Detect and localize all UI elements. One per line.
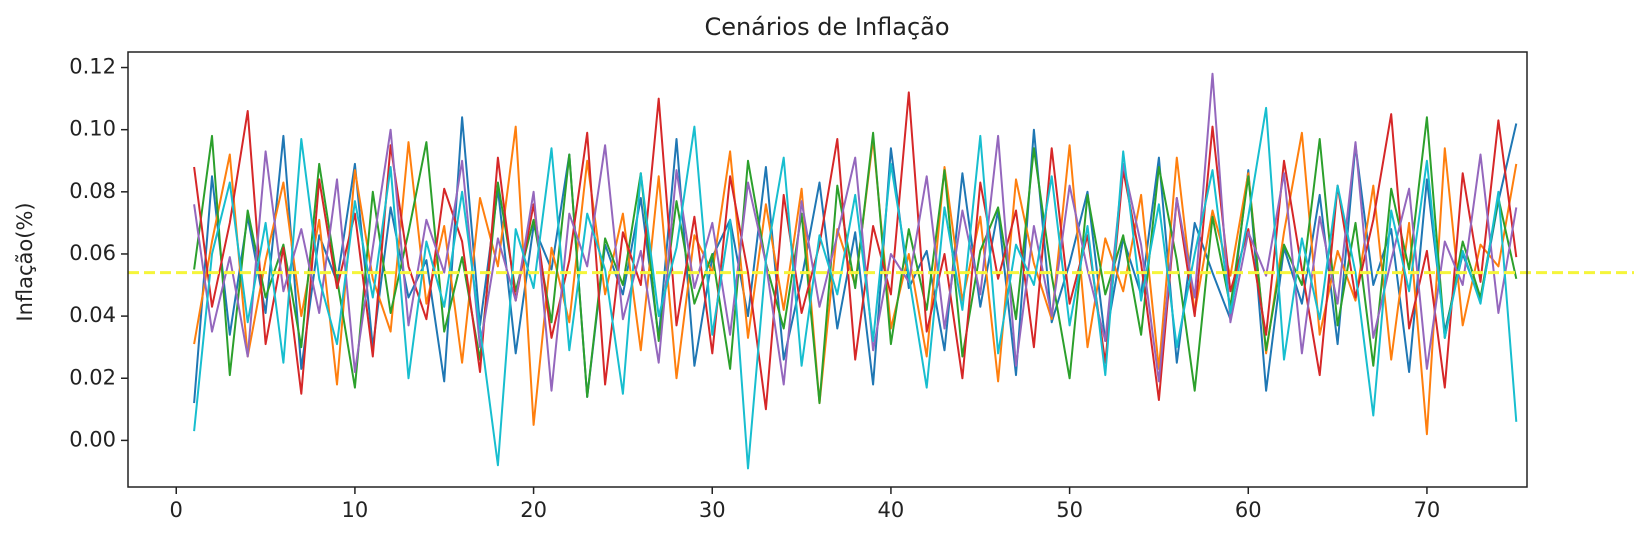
y-tick-label: 0.10	[69, 117, 116, 141]
series-line	[193, 116, 1518, 405]
x-tick-label: 50	[1056, 498, 1083, 522]
plot-frame	[127, 51, 1528, 488]
y-tick-label: 0.12	[69, 55, 116, 79]
series-line	[193, 106, 1518, 470]
y-tick-label: 0.04	[69, 303, 116, 327]
y-tick-label: 0.00	[69, 427, 116, 451]
y-tick-label: 0.02	[69, 365, 116, 389]
series-line	[193, 91, 1518, 411]
x-tick-label: 40	[878, 498, 905, 522]
x-tick-label: 0	[170, 498, 183, 522]
x-tick-label: 30	[699, 498, 726, 522]
y-tick-label: 0.08	[69, 179, 116, 203]
x-tick-label: 60	[1235, 498, 1262, 522]
chart-title: Cenários de Inflação	[704, 13, 949, 41]
series-line	[193, 72, 1518, 392]
x-tick-label: 20	[520, 498, 547, 522]
y-axis-label: Inflação(%)	[13, 202, 37, 321]
x-tick-label: 70	[1414, 498, 1441, 522]
y-tick-label: 0.06	[69, 241, 116, 265]
x-tick-label: 10	[342, 498, 369, 522]
